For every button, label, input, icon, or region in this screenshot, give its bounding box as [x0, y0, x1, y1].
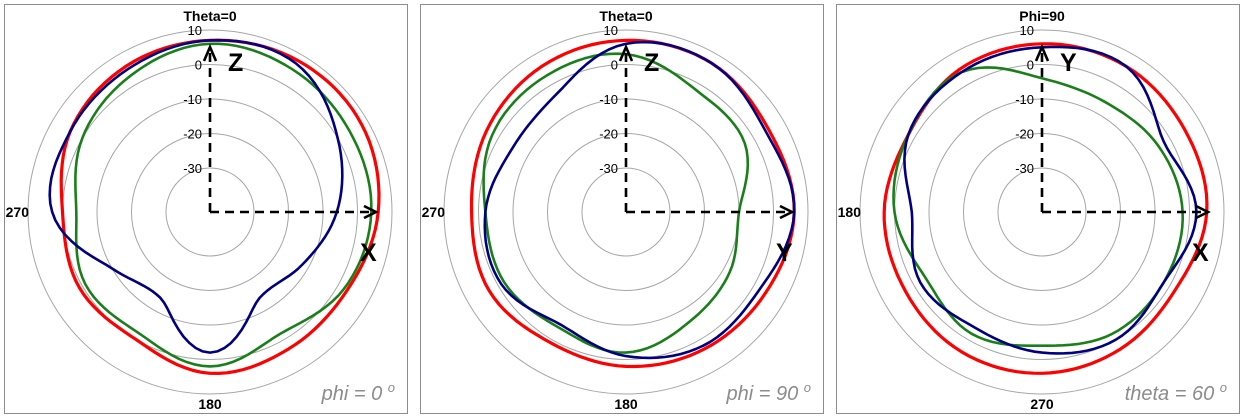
vertical-axis-label: Z: [228, 49, 243, 77]
vertical-axis-label: Z: [644, 49, 659, 77]
grid-circle: [859, 29, 1225, 395]
angle-label-bottom: 180: [198, 396, 222, 412]
series-line-1: [59, 38, 381, 375]
chart-caption: theta = 60 o: [1125, 380, 1227, 405]
horizontal-axis-label: X: [360, 239, 377, 267]
vertical-axis-arrowhead: [618, 43, 634, 62]
radial-tick-label: -10: [1015, 92, 1034, 107]
chart-caption: phi = 90 o: [725, 380, 811, 405]
radial-tick-label: -30: [599, 161, 618, 176]
horizontal-axis-label: X: [1192, 239, 1209, 267]
radial-tick-label: -30: [183, 161, 202, 176]
angle-label-top: Theta=0: [183, 8, 237, 24]
grid-circle: [165, 167, 255, 257]
radial-tick-label: 0: [195, 58, 202, 73]
caption-superscript: o: [804, 380, 811, 395]
series-line-1: [469, 38, 796, 369]
horizontal-axis-arrowhead: [779, 204, 795, 220]
series-line-2: [482, 52, 750, 354]
caption-superscript: o: [388, 380, 395, 395]
radial-tick-label: 10: [1020, 23, 1034, 38]
radial-tick-label: -20: [1015, 127, 1034, 142]
angle-label-left: 180: [838, 204, 862, 220]
grid-circle: [581, 167, 671, 257]
chart-caption: phi = 0 o: [321, 380, 395, 405]
grid-circle: [27, 29, 393, 395]
radial-tick-label: -20: [599, 127, 618, 142]
radial-tick-label: 0: [611, 58, 618, 73]
caption-text: theta = 60: [1125, 383, 1220, 405]
grid-circle: [997, 167, 1087, 257]
grid-circle: [443, 29, 809, 395]
angle-label-bottom: 270: [1030, 396, 1054, 412]
horizontal-axis-arrowhead: [363, 204, 379, 220]
grid-circle: [478, 64, 774, 360]
vertical-axis-arrowhead: [1034, 43, 1050, 62]
vertical-axis-arrowhead: [202, 43, 218, 62]
radial-tick-label: -20: [183, 127, 202, 142]
horizontal-axis-arrowhead: [1195, 204, 1211, 220]
radial-tick-label: -10: [183, 92, 202, 107]
series-line-3: [48, 38, 344, 354]
angle-label-top: Phi=90: [1019, 8, 1065, 24]
radial-tick-label: 10: [188, 23, 202, 38]
angle-label-left: 270: [422, 204, 446, 220]
angle-label-left: 270: [6, 204, 30, 220]
radial-tick-label: 0: [1027, 58, 1034, 73]
caption-text: phi = 0: [321, 383, 388, 405]
radial-tick-label: -30: [1015, 161, 1034, 176]
caption-superscript: o: [1220, 380, 1227, 395]
radial-tick-label: 10: [604, 23, 618, 38]
radial-tick-label: -10: [599, 92, 618, 107]
vertical-axis-label: Y: [1060, 49, 1077, 77]
angle-label-bottom: 180: [614, 396, 638, 412]
angle-label-top: Theta=0: [599, 8, 653, 24]
horizontal-axis-label: Y: [776, 239, 793, 267]
caption-text: phi = 90: [725, 383, 803, 405]
series-line-2: [74, 42, 373, 368]
series-line-3: [483, 40, 796, 360]
series-line-3: [903, 45, 1198, 355]
